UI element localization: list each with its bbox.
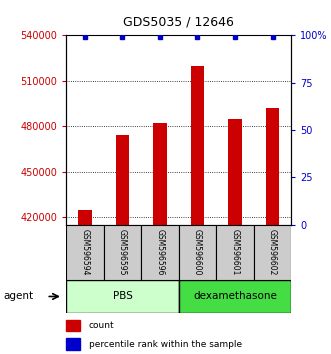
- Bar: [191, 66, 204, 354]
- Bar: [66, 320, 80, 331]
- Bar: [266, 108, 279, 354]
- Bar: [228, 119, 242, 354]
- Bar: [153, 123, 166, 354]
- Bar: [179, 225, 216, 280]
- Text: GSM596602: GSM596602: [268, 229, 277, 275]
- Text: dexamethasone: dexamethasone: [193, 291, 277, 302]
- Text: GSM596600: GSM596600: [193, 229, 202, 275]
- Text: GSM596596: GSM596596: [156, 229, 165, 275]
- Bar: [78, 210, 91, 354]
- Bar: [116, 135, 129, 354]
- Text: percentile rank within the sample: percentile rank within the sample: [89, 340, 242, 349]
- Bar: [66, 338, 80, 350]
- Bar: [141, 225, 179, 280]
- Text: agent: agent: [3, 291, 33, 302]
- Text: GSM596601: GSM596601: [230, 229, 240, 275]
- Bar: [66, 280, 179, 313]
- Bar: [216, 225, 254, 280]
- Text: GSM596594: GSM596594: [80, 229, 89, 275]
- Text: GDS5035 / 12646: GDS5035 / 12646: [123, 16, 234, 29]
- Text: count: count: [89, 321, 114, 330]
- Bar: [104, 225, 141, 280]
- Bar: [254, 225, 291, 280]
- Text: PBS: PBS: [113, 291, 132, 302]
- Bar: [66, 225, 104, 280]
- Bar: [179, 280, 291, 313]
- Text: GSM596595: GSM596595: [118, 229, 127, 275]
